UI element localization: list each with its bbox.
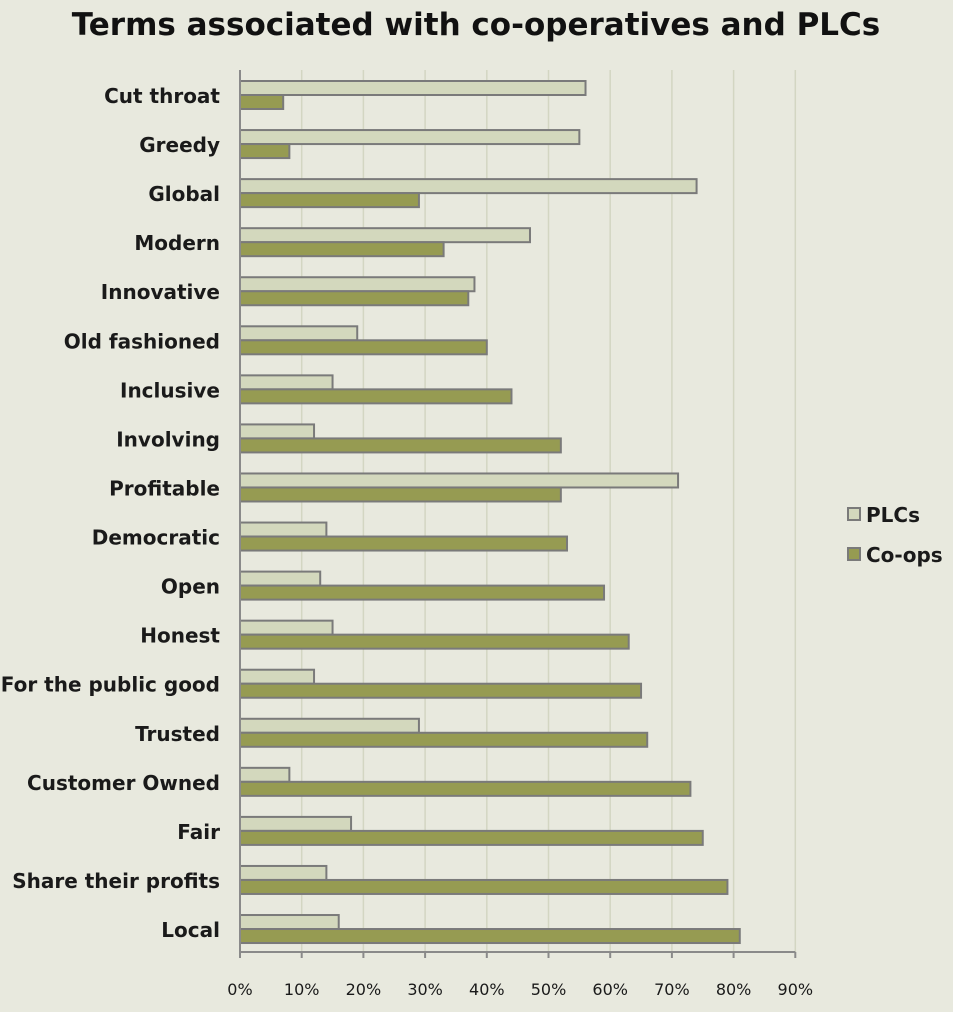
category-label: Honest (140, 624, 220, 648)
bar-plcs (239, 668, 316, 685)
bar-coops (239, 780, 692, 797)
category-label: Inclusive (120, 378, 220, 402)
bar-plcs (239, 325, 359, 342)
bar-coops (239, 486, 562, 503)
labels-layer: Cut throat Greedy Global Modern Innovative Ol… (1, 84, 221, 942)
axis-layer (239, 70, 797, 958)
category-label: Democratic (92, 526, 220, 550)
bar-plcs (239, 227, 531, 244)
bar-plcs (239, 276, 476, 293)
bar-coops (239, 928, 741, 945)
category-label: Customer Owned (27, 771, 220, 795)
legend-swatch (847, 547, 861, 561)
bar-plcs (239, 472, 680, 489)
legend-label: Co-ops (866, 543, 943, 567)
bar-plcs (239, 864, 328, 881)
x-tick-label: 70% (654, 980, 690, 999)
x-tick-label: 90% (778, 980, 814, 999)
bar-coops (239, 829, 704, 846)
bar-coops (239, 241, 445, 258)
category-label: Global (148, 182, 220, 206)
legend-label: PLCs (866, 503, 920, 527)
bar-coops (239, 437, 562, 454)
bar-plcs (239, 815, 353, 832)
bar-plcs (239, 178, 698, 195)
bar-coops (239, 143, 291, 160)
ticks-layer: 0% 10% 20% 30% 40% 50% 60% 70% 80% 90% (227, 980, 813, 999)
category-label: Modern (134, 231, 220, 255)
bar-plcs (239, 619, 334, 636)
category-label: Innovative (101, 280, 220, 304)
bar-plcs (239, 914, 340, 931)
category-label: Open (161, 575, 220, 599)
bar-coops (239, 192, 420, 209)
x-tick-label: 40% (469, 980, 505, 999)
bar-coops (239, 584, 606, 601)
category-label: Old fashioned (64, 329, 220, 353)
bar-coops (239, 633, 630, 650)
bar-coops (239, 682, 643, 699)
category-label: Cut throat (104, 84, 220, 108)
category-label: Profitable (109, 476, 220, 500)
x-tick-label: 60% (592, 980, 628, 999)
category-label: For the public good (1, 673, 220, 697)
bar-coops (239, 878, 729, 895)
bar-coops (239, 290, 470, 307)
legend-swatch (847, 507, 861, 521)
x-tick-label: 30% (407, 980, 443, 999)
category-label: Trusted (135, 722, 220, 746)
bar-plcs (239, 521, 328, 538)
bar-coops (239, 339, 488, 356)
category-label: Share their profits (12, 869, 220, 893)
bar-coops (239, 731, 649, 748)
bar-plcs (239, 766, 291, 783)
x-tick-label: 50% (531, 980, 567, 999)
x-tick-label: 10% (284, 980, 320, 999)
x-tick-label: 20% (346, 980, 382, 999)
bar-plcs (239, 374, 334, 391)
x-tick-label: 0% (227, 980, 252, 999)
bars-layer (239, 80, 741, 945)
chart-title: Terms associated with co-operatives and … (72, 7, 881, 43)
legend: PLCs Co-ops (847, 503, 943, 567)
bar-coops (239, 388, 513, 405)
bar-plcs (239, 129, 581, 146)
category-label: Local (161, 918, 220, 942)
bar-plcs (239, 423, 316, 440)
bar-coops (239, 94, 285, 110)
bar-plcs (239, 80, 587, 96)
category-label: Fair (177, 820, 220, 844)
bar-plcs (239, 570, 322, 587)
category-label: Involving (116, 427, 220, 451)
bar-plcs (239, 717, 420, 734)
bar-coops (239, 535, 569, 552)
x-tick-label: 80% (716, 980, 752, 999)
grid-layer (300, 70, 797, 952)
category-label: Greedy (139, 133, 220, 157)
